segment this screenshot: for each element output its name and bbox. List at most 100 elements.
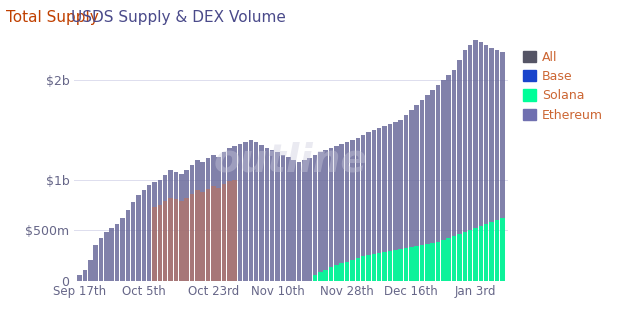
Bar	[457, 234, 462, 280]
Bar	[147, 185, 152, 280]
Bar	[425, 244, 430, 280]
Bar	[484, 45, 488, 280]
Bar	[398, 120, 403, 280]
Bar	[361, 256, 365, 280]
Bar	[206, 189, 210, 280]
Bar	[184, 170, 189, 280]
Bar	[168, 198, 173, 280]
Bar	[339, 263, 344, 280]
Bar	[142, 190, 146, 280]
Bar	[436, 242, 440, 280]
Bar	[404, 248, 408, 280]
Bar	[324, 271, 328, 280]
Bar	[77, 276, 82, 280]
Bar	[184, 198, 189, 280]
Bar	[495, 50, 499, 280]
Bar	[377, 128, 381, 280]
Bar	[345, 142, 349, 280]
Bar	[136, 195, 141, 280]
Bar	[254, 142, 259, 280]
Bar	[489, 48, 494, 280]
Bar	[233, 146, 237, 280]
Bar	[329, 267, 333, 280]
Bar	[302, 160, 306, 280]
Bar	[275, 152, 280, 280]
Bar	[350, 140, 355, 280]
Bar	[409, 248, 413, 280]
Bar	[462, 232, 467, 280]
Bar	[398, 249, 403, 280]
Bar	[179, 174, 184, 280]
Bar	[195, 190, 199, 280]
Bar	[152, 182, 157, 280]
Bar	[489, 222, 494, 280]
Bar	[222, 152, 227, 280]
Bar	[409, 110, 413, 280]
Bar	[286, 157, 290, 280]
Bar	[324, 150, 328, 280]
Bar	[478, 226, 483, 280]
Bar	[420, 100, 424, 280]
Bar	[264, 148, 269, 280]
Bar	[473, 40, 478, 280]
Bar	[206, 158, 210, 280]
Bar	[238, 144, 243, 280]
Bar	[318, 273, 322, 280]
Bar	[211, 186, 215, 280]
Text: Total Supply: Total Supply	[6, 10, 99, 25]
Bar	[110, 228, 114, 280]
Bar	[387, 251, 392, 280]
Bar	[473, 228, 478, 280]
Bar	[345, 262, 349, 280]
Bar	[131, 202, 136, 280]
Bar	[430, 90, 435, 280]
Bar	[430, 243, 435, 280]
Bar	[452, 236, 456, 280]
Bar	[329, 148, 333, 280]
Bar	[462, 50, 467, 280]
Bar	[308, 158, 312, 280]
Bar	[201, 162, 205, 280]
Bar	[350, 260, 355, 280]
Bar	[83, 271, 87, 280]
Bar	[387, 124, 392, 280]
Bar	[468, 45, 472, 280]
Bar	[163, 201, 168, 280]
Bar	[404, 115, 408, 280]
Bar	[93, 246, 98, 280]
Bar	[484, 224, 488, 280]
Bar	[201, 192, 205, 280]
Bar	[355, 258, 360, 280]
Bar	[361, 135, 365, 280]
Bar	[339, 144, 344, 280]
Bar	[452, 70, 456, 280]
Bar	[99, 238, 103, 280]
Bar	[383, 252, 387, 280]
Bar	[233, 180, 237, 280]
Bar	[104, 232, 109, 280]
Bar	[227, 181, 232, 280]
Bar	[249, 140, 253, 280]
Bar	[227, 148, 232, 280]
Bar	[88, 260, 93, 280]
Text: USDS Supply & DEX Volume: USDS Supply & DEX Volume	[71, 10, 286, 25]
Bar	[393, 250, 397, 280]
Bar	[436, 85, 440, 280]
Bar	[259, 145, 264, 280]
Bar	[174, 199, 178, 280]
Bar	[222, 184, 227, 280]
Bar	[383, 126, 387, 280]
Bar	[478, 42, 483, 280]
Bar	[366, 132, 371, 280]
Bar	[414, 105, 419, 280]
Bar	[211, 155, 215, 280]
Bar	[500, 218, 504, 280]
Bar	[189, 194, 194, 280]
Bar	[425, 95, 430, 280]
Bar	[179, 201, 184, 280]
Bar	[446, 238, 451, 280]
Bar	[280, 155, 285, 280]
Bar	[457, 60, 462, 280]
Bar	[371, 254, 376, 280]
Bar	[297, 162, 301, 280]
